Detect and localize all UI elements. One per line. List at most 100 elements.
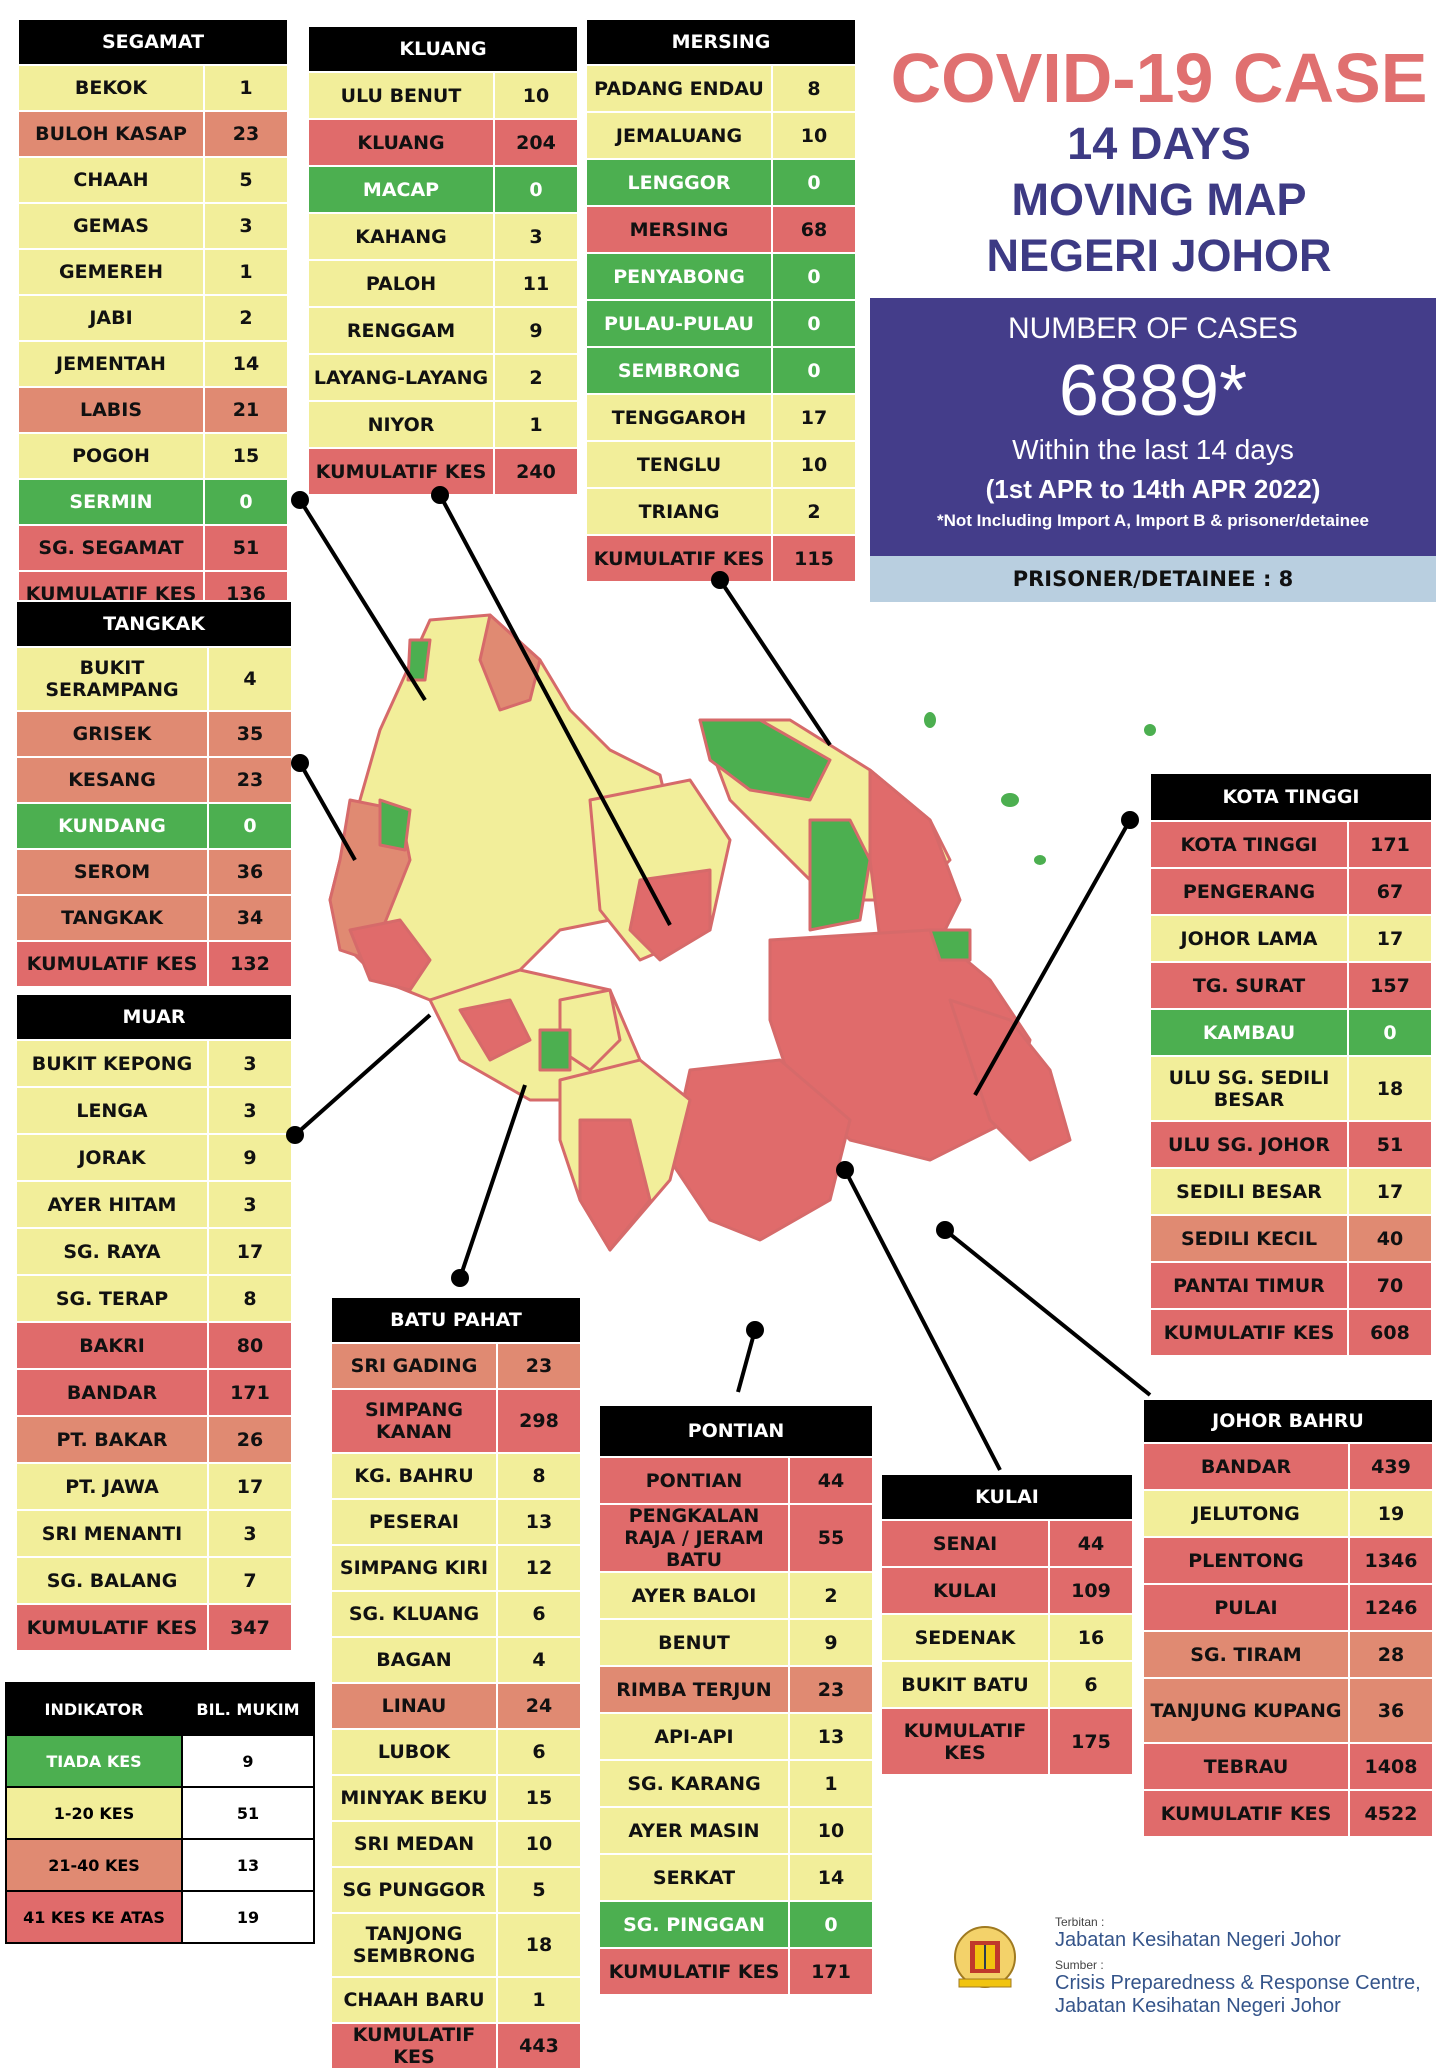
district-row: PONTIAN 44 <box>598 1456 874 1505</box>
district-row: GRISEK 35 <box>15 710 293 758</box>
map-region-pengerang <box>948 998 1072 1162</box>
mukim-name: API-API <box>598 1712 790 1761</box>
total-label: KUMULATIF KES <box>585 534 773 583</box>
mukim-cases: 55 <box>788 1503 874 1573</box>
district-row: BANDAR 439 <box>1142 1442 1434 1491</box>
map-region-kluang-town <box>628 868 712 962</box>
mukim-name: SG. KLUANG <box>330 1590 498 1638</box>
mukim-name: TANJONG SEMBRONG <box>330 1912 498 1978</box>
district-header: MERSING <box>585 18 857 66</box>
prisoner-count: PRISONER/DETAINEE : 8 <box>870 556 1436 602</box>
title-block: COVID-19 CASE 14 DAYS MOVING MAP NEGERI … <box>870 40 1448 284</box>
district-row: BEKOK 1 <box>17 64 289 112</box>
district-row: CHAAH 5 <box>17 156 289 204</box>
map-island-1 <box>924 712 936 728</box>
district-row: BULOH KASAP 23 <box>17 110 289 158</box>
title-line-3: MOVING MAP <box>1011 174 1307 225</box>
map-region-segamat-north <box>478 613 542 712</box>
district-row: NIYOR 1 <box>307 400 579 449</box>
mukim-cases: 439 <box>1348 1442 1434 1491</box>
total-label: KUMULATIF KES <box>598 1947 790 1996</box>
mukim-name: JOHOR LAMA <box>1149 914 1349 963</box>
mukim-name: ULU SG. JOHOR <box>1149 1120 1349 1169</box>
district-row: LABIS 21 <box>17 386 289 434</box>
mukim-name: PANTAI TIMUR <box>1149 1261 1349 1310</box>
mukim-name: SIMPANG KANAN <box>330 1388 498 1454</box>
map-region-lenggor <box>808 818 872 932</box>
mukim-name: SG. PINGGAN <box>598 1900 790 1949</box>
mukim-cases: 2 <box>788 1571 874 1620</box>
mukim-name: TG. SURAT <box>1149 961 1349 1010</box>
total-value: 175 <box>1048 1707 1134 1776</box>
district-row: JEMALUANG 10 <box>585 111 857 160</box>
district-row: PADANG ENDAU 8 <box>585 64 857 113</box>
mukim-cases: 36 <box>1348 1677 1434 1744</box>
mukim-cases: 5 <box>496 1866 582 1914</box>
district-row: TG. SURAT 157 <box>1149 961 1433 1010</box>
mukim-name: BENUT <box>598 1618 790 1667</box>
district-row: BUKIT SERAMPANG 4 <box>15 646 293 712</box>
johor-map <box>328 613 1156 1252</box>
mukim-cases: 70 <box>1347 1261 1433 1310</box>
footer-sumber-2: Jabatan Kesihatan Negeri Johor <box>1055 1995 1341 2017</box>
mukim-cases: 0 <box>1347 1008 1433 1057</box>
map-region-muar <box>348 918 432 992</box>
mukim-name: RIMBA TERJUN <box>598 1665 790 1714</box>
leader-muar <box>293 1013 432 1137</box>
district-row: SERKAT 14 <box>598 1853 874 1902</box>
leader-johor-bahru <box>943 1228 1152 1397</box>
district-row: LAYANG-LAYANG 2 <box>307 353 579 402</box>
district-row: SG. RAYA 17 <box>15 1227 293 1276</box>
mukim-cases: 9 <box>207 1133 293 1182</box>
district-row: KG. BAHRU 8 <box>330 1452 582 1500</box>
mukim-cases: 4 <box>496 1636 582 1684</box>
mukim-cases: 171 <box>1347 820 1433 869</box>
mukim-cases: 0 <box>771 346 857 395</box>
district-row: TANJUNG KUPANG 36 <box>1142 1677 1434 1744</box>
total-label: KUMULATIF KES <box>1142 1789 1350 1838</box>
mukim-cases: 2 <box>771 487 857 536</box>
district-table-mersing: MERSING PADANG ENDAU 8 JEMALUANG 10 LENGGOR 0 M… <box>585 18 857 583</box>
map-island-3 <box>1034 855 1046 865</box>
mukim-cases: 15 <box>203 432 289 480</box>
district-row: KOTA TINGGI 171 <box>1149 820 1433 869</box>
mukim-cases: 2 <box>203 294 289 342</box>
district-row: AYER HITAM 3 <box>15 1180 293 1229</box>
leader-dot-kota-tinggi <box>1121 811 1139 829</box>
mukim-cases: 17 <box>771 393 857 442</box>
mukim-name: TRIANG <box>585 487 773 536</box>
total-value: 347 <box>207 1603 293 1652</box>
mukim-name: BAGAN <box>330 1636 498 1684</box>
mukim-name: LUBOK <box>330 1728 498 1776</box>
district-row: BANDAR 171 <box>15 1368 293 1417</box>
mukim-cases: 11 <box>493 259 579 308</box>
mukim-name: AYER HITAM <box>15 1180 209 1229</box>
district-row: KAHANG 3 <box>307 212 579 261</box>
mukim-name: GEMAS <box>17 202 205 250</box>
mukim-cases: 36 <box>207 848 293 896</box>
mukim-name: PULAI <box>1142 1583 1350 1632</box>
district-row: SG. TERAP 8 <box>15 1274 293 1323</box>
total-label: KUMULATIF KES <box>1149 1308 1349 1357</box>
leader-tangkak <box>298 762 357 861</box>
mukim-name: PLENTONG <box>1142 1536 1350 1585</box>
mukim-name: SEROM <box>15 848 209 896</box>
coat-of-arms-icon <box>954 1926 1016 1988</box>
mukim-name: KESANG <box>15 756 209 804</box>
mukim-cases: 3 <box>207 1180 293 1229</box>
mukim-name: RENGGAM <box>307 306 495 355</box>
mukim-name: SG PUNGGOR <box>330 1866 498 1914</box>
mukim-cases: 1 <box>788 1759 874 1808</box>
district-row: SEDILI KECIL 40 <box>1149 1214 1433 1263</box>
district-row: KESANG 23 <box>15 756 293 804</box>
district-row: TRIANG 2 <box>585 487 857 536</box>
leader-dot-kulai <box>836 1161 854 1179</box>
district-table-kulai: KULAI SENAI 44 KULAI 109 SEDENAK 16 BUKIT BATU 6… <box>880 1473 1134 1776</box>
district-row: PLENTONG 1346 <box>1142 1536 1434 1585</box>
mukim-name: PESERAI <box>330 1498 498 1546</box>
district-row: SEDILI BESAR 17 <box>1149 1167 1433 1216</box>
mukim-name: SERKAT <box>598 1853 790 1902</box>
mukim-name: TENGLU <box>585 440 773 489</box>
mukim-cases: 157 <box>1347 961 1433 1010</box>
